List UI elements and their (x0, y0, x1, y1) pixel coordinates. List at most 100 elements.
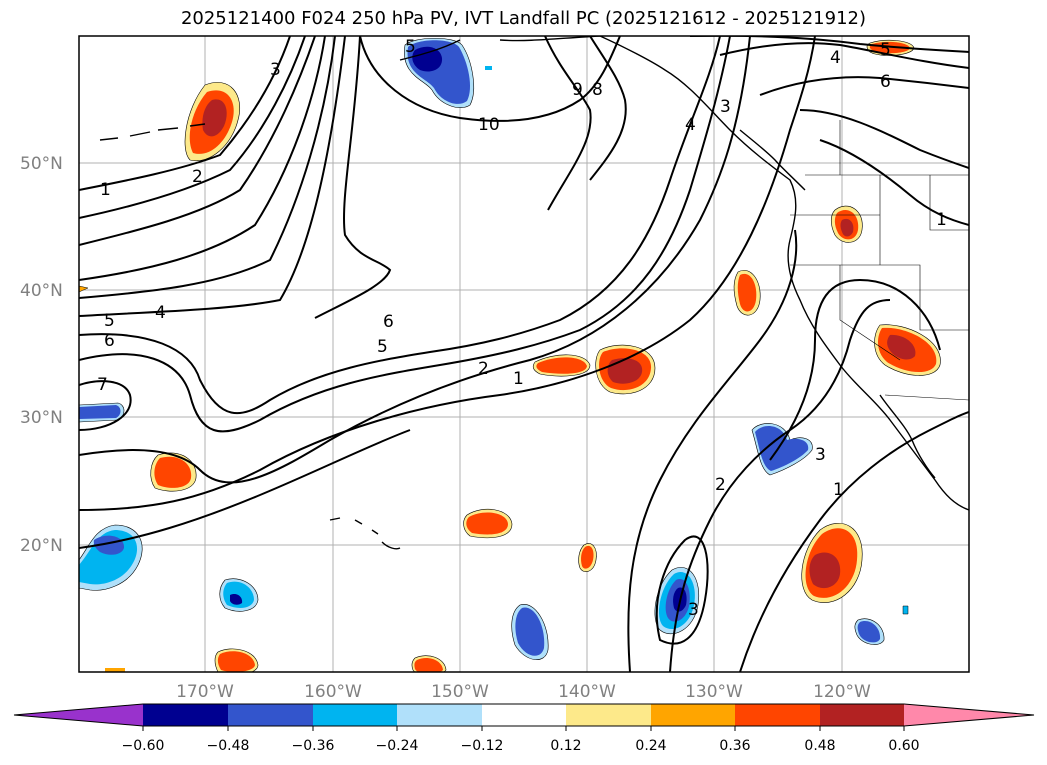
colorbar-extend-low (14, 704, 143, 726)
lon-label-130w: 130°W (685, 682, 743, 702)
contour-label: 5 (104, 311, 115, 331)
contour-label: 2 (192, 167, 203, 187)
negative-anomaly-gulf-alaska (404, 38, 475, 109)
contour-1-north-east (819, 139, 969, 226)
colorbar-tick-label: 0.36 (719, 738, 750, 754)
contour-label: 7 (97, 375, 108, 395)
pv-shading (79, 38, 941, 672)
colorbar-tick-label: −0.36 (292, 738, 335, 754)
negative-anomaly-south-central (511, 604, 549, 660)
contour-label: 3 (815, 445, 826, 465)
colorbar-segment (651, 704, 735, 726)
negative-anomaly-trough-15n (654, 567, 700, 635)
contour-label: 4 (155, 303, 166, 323)
contour-1-jet (79, 36, 816, 511)
contour-label: 5 (377, 337, 388, 357)
coast-alaska-panhandle (599, 36, 969, 511)
lat-label-30n: 30°N (20, 408, 63, 428)
lon-label-120w: 120°W (813, 682, 871, 702)
map-title: 2025121400 F024 250 hPa PV, IVT Landfall… (180, 8, 867, 29)
positive-anomaly-central (595, 344, 656, 395)
colorbar-segment (397, 704, 482, 726)
contour-5-ridge (79, 36, 721, 414)
border-us-mexico (884, 394, 969, 401)
colorbar-segment (313, 704, 397, 726)
colorbar-tick-label: −0.60 (122, 738, 165, 754)
contour-label: 6 (383, 312, 394, 332)
coast-hawaii (329, 517, 401, 550)
map-border (78, 35, 970, 673)
contour-label: 9 (572, 80, 583, 100)
contour-9 (544, 36, 592, 211)
negative-anomaly-baja (751, 423, 813, 476)
contour-label: 1 (936, 210, 947, 230)
contour-label: 4 (685, 115, 696, 135)
contour-4-west (79, 36, 326, 281)
contour-label: 6 (104, 331, 115, 351)
positive-anomaly-hawaii-east (463, 508, 513, 539)
contour-label: 2 (478, 359, 489, 379)
positive-anomaly-southwest-us (874, 324, 941, 376)
positive-anomaly-small-35n (532, 354, 591, 377)
pv-contours (79, 36, 969, 672)
contour-4-north (719, 42, 969, 69)
positive-anomaly-edge-bottom (105, 668, 125, 672)
positive-anomaly-edge-west (79, 285, 89, 293)
lon-label-170w: 170°W (176, 682, 234, 702)
colorbar-tick-label: −0.24 (376, 738, 419, 754)
contour-3-trough (669, 299, 891, 672)
contour-label: 1 (100, 180, 111, 200)
contour-2-jet (79, 36, 751, 484)
contour-1-east (739, 411, 969, 672)
colorbar-extend-high (904, 704, 1034, 726)
colorbar-segment (820, 704, 904, 726)
lat-label-40n: 40°N (20, 281, 63, 301)
colorbar-tick-label: 0.12 (550, 738, 581, 754)
lon-label-150w: 150°W (431, 682, 489, 702)
negative-anomaly-speck-1 (485, 66, 492, 70)
coast-aleutian-chain (99, 123, 206, 141)
latitude-labels: 50°N 40°N 30°N 20°N (20, 154, 63, 556)
colorbar-tick-label: 0.48 (804, 738, 835, 754)
border-states-1 (790, 264, 969, 331)
contour-3-mid-east (799, 109, 969, 169)
contour-label: 1 (513, 369, 524, 389)
positive-anomaly-small-20n (578, 543, 597, 573)
contour-6-ridge (79, 36, 346, 317)
lat-label-20n: 20°N (20, 536, 63, 556)
positive-anomaly-aleutian (184, 82, 240, 162)
contour-5-west (79, 36, 336, 299)
negative-anomaly-west-edge-20n (79, 524, 143, 591)
positive-anomaly-bottom-west (214, 648, 259, 672)
positive-anomaly-west-30n (150, 452, 197, 492)
contour-8 (589, 36, 627, 181)
contour-10-closed (359, 36, 621, 122)
contour-label: 3 (688, 600, 699, 620)
lon-label-160w: 160°W (304, 682, 362, 702)
coast-vancouver (739, 129, 806, 191)
contour-labels: 1 2 3 4 5 6 7 9 8 10 6 5 4 5 6 2 1 2 3 1… (97, 37, 947, 620)
positive-anomaly-bottom-central (411, 655, 447, 672)
negative-anomaly-speck-2 (902, 605, 909, 615)
contour-2-trough (627, 229, 798, 672)
contour-label: 3 (270, 60, 281, 80)
colorbar-segment (566, 704, 651, 726)
colorbar-tick-label: 0.24 (635, 738, 666, 754)
contour-3-west (79, 36, 316, 246)
contour-1-west (79, 36, 291, 191)
colorbar-tick-label: −0.48 (207, 738, 250, 754)
longitude-labels: 170°W 160°W 150°W 140°W 130°W 120°W (176, 682, 871, 702)
contour-label: 2 (715, 475, 726, 495)
contour-label: 1 (833, 480, 844, 500)
negative-anomaly-south-hawaii-west (219, 578, 259, 612)
colorbar-segment (735, 704, 820, 726)
contour-label: 4 (830, 48, 841, 68)
contour-3-north (759, 76, 969, 96)
colorbar-tick-label: −0.12 (461, 738, 504, 754)
colorbar-segment (482, 704, 566, 726)
contour-label: 10 (478, 115, 500, 135)
lat-label-50n: 50°N (20, 154, 63, 174)
colorbar-segment (228, 704, 313, 726)
contour-2-east (769, 278, 941, 461)
